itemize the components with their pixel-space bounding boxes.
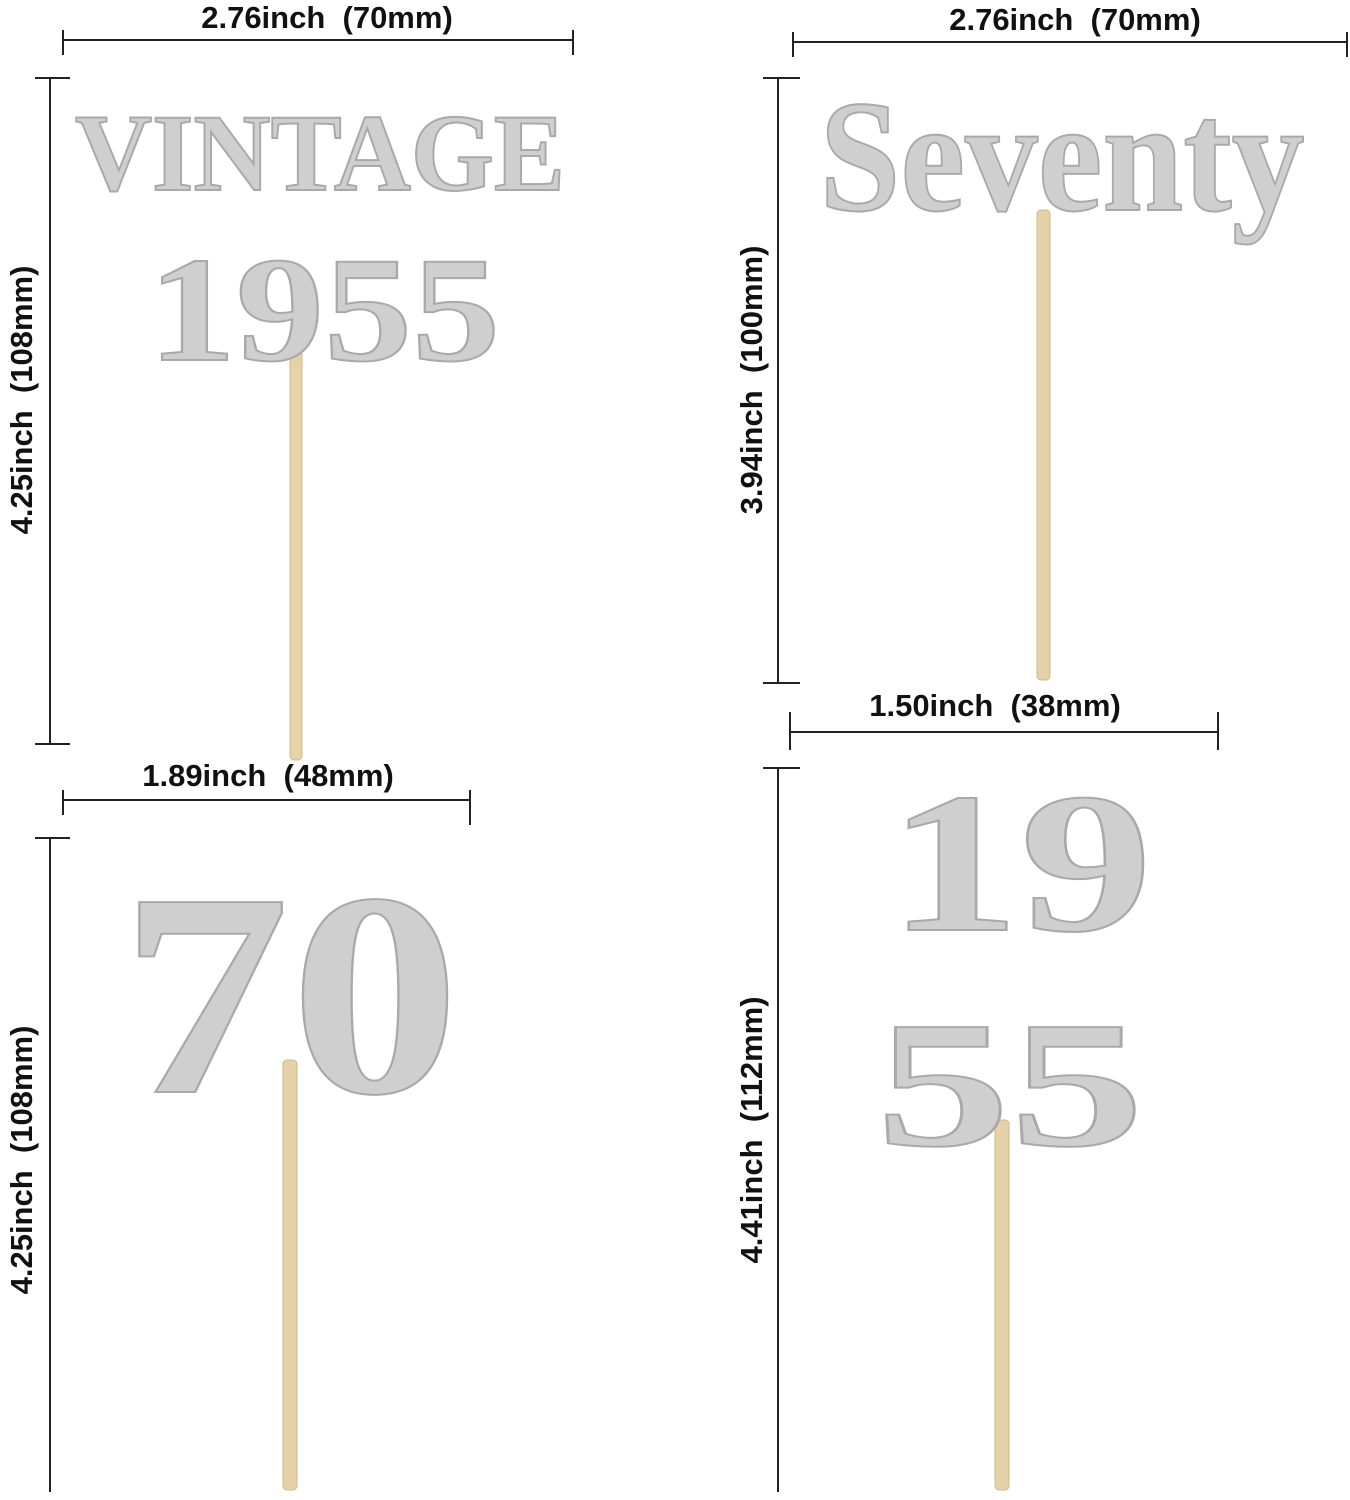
topper-text-seventy: Seventy	[820, 67, 1305, 245]
wooden-stick	[282, 1059, 298, 1491]
topper-text-vintage: VINTAGE	[75, 92, 565, 214]
height-label: 4.25inch (108mm)	[4, 1026, 39, 1295]
width-label: 1.89inch (48mm)	[142, 758, 394, 793]
wooden-stick	[1036, 209, 1051, 681]
height-label: 4.41inch (112mm)	[734, 996, 769, 1263]
wooden-stick	[289, 329, 303, 761]
topper-text-19: 19	[888, 753, 1153, 974]
topper-19-55: 19 55 1.50inch (38mm) 4.41inch (112mm)	[734, 688, 1219, 1492]
topper-70: 70 1.89inch (48mm) 4.25inch (108mm)	[4, 758, 471, 1492]
height-label: 3.94inch (100mm)	[734, 246, 769, 515]
width-label: 1.50inch (38mm)	[869, 688, 1121, 723]
topper-text-1955: 1955	[148, 227, 500, 393]
height-label: 4.25inch (108mm)	[4, 266, 39, 535]
width-label: 2.76inch (70mm)	[949, 2, 1201, 37]
topper-text-70: 70	[120, 834, 460, 1155]
topper-seventy: Seventy 2.76inch (70mm) 3.94inch (100mm)	[734, 2, 1348, 684]
width-label: 2.76inch (70mm)	[201, 0, 453, 35]
wooden-stick	[994, 1119, 1010, 1491]
topper-text-55: 55	[876, 985, 1144, 1184]
topper-vintage-1955: VINTAGE 1955 2.76inch (70mm) 4.25inch (1…	[4, 0, 574, 761]
